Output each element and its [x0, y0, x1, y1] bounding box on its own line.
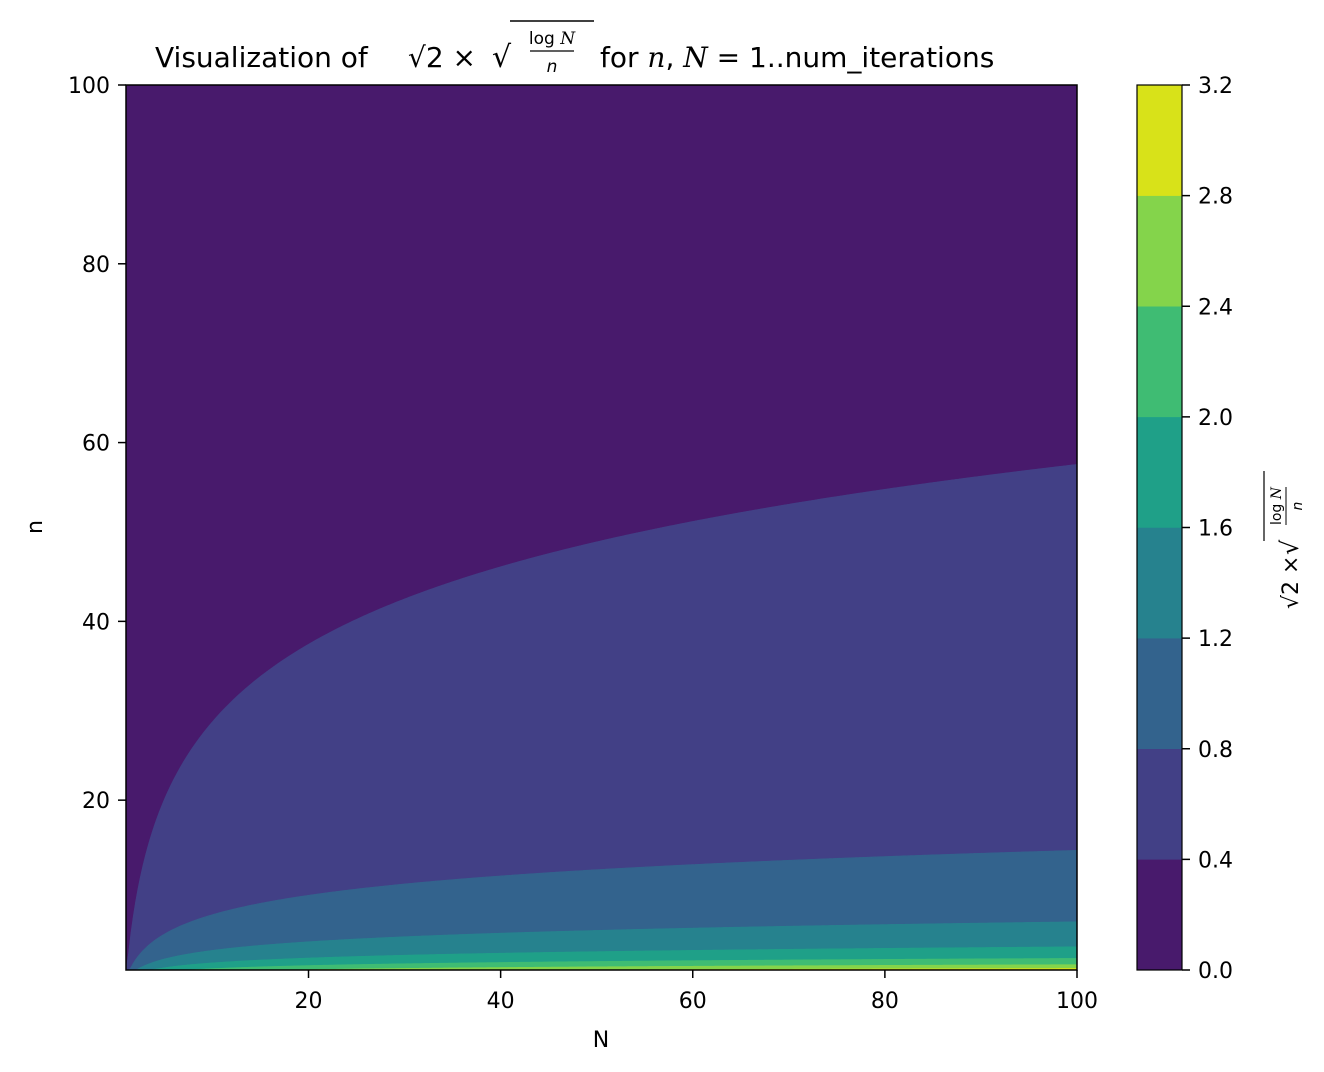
y-axis-label: n — [23, 520, 48, 534]
colorbar-tick-label: 0.0 — [1198, 959, 1233, 984]
colorbar-label-frac-den: n — [1290, 502, 1306, 511]
colorbar-label: √2 × √ log N n — [1263, 471, 1306, 609]
y-tick-label: 60 — [82, 432, 110, 457]
x-tick-label: 40 — [487, 989, 515, 1014]
colorbar-label-sqrt-sign: √ — [1276, 539, 1304, 555]
colorbar-segment — [1136, 306, 1183, 418]
contour-band — [126, 964, 1077, 970]
title-frac-num: log N — [529, 29, 576, 49]
x-tick-label: 100 — [1056, 989, 1098, 1014]
y-axis: 20 40 60 80 100 — [68, 74, 126, 814]
y-tick-label: 40 — [82, 610, 110, 635]
y-tick-label: 100 — [68, 74, 110, 99]
colorbar-tick-label: 3.2 — [1198, 74, 1233, 99]
colorbar-tick-label: 2.4 — [1198, 295, 1233, 320]
colorbar-segment — [1136, 748, 1183, 860]
x-tick-label: 80 — [871, 989, 899, 1014]
title-suffix: for n, N = 1..num_iterations — [600, 41, 994, 74]
colorbar-tick-label: 1.2 — [1198, 627, 1233, 652]
contour-fill — [126, 85, 1077, 970]
colorbar-tick-label: 0.4 — [1198, 848, 1233, 873]
colorbar-label-frac-num: log N — [1269, 486, 1285, 525]
colorbar-segment — [1136, 416, 1183, 528]
colorbar-segment — [1136, 527, 1183, 639]
colorbar-tick-label: 2.8 — [1198, 185, 1233, 210]
chart-title: Visualization of √2 × √ log N n for n, N… — [155, 20, 994, 77]
y-tick-label: 80 — [82, 253, 110, 278]
colorbar-segment — [1136, 859, 1183, 971]
colorbar-segment — [1136, 195, 1183, 307]
x-axis-label: N — [593, 1028, 609, 1053]
title-sqrt-sign: √ — [492, 40, 512, 75]
colorbar — [1136, 84, 1183, 971]
colorbar-segment — [1136, 637, 1183, 749]
colorbar-tick-label: 2.0 — [1198, 406, 1233, 431]
colorbar-segment — [1136, 84, 1183, 196]
colorbar-ticks: 0.0 0.4 0.8 1.2 1.6 2.0 2.4 2.8 3.2 — [1182, 74, 1233, 984]
colorbar-label-sqrt-two: √2 × — [1279, 556, 1304, 609]
title-sqrt-two: √2 × — [408, 41, 476, 74]
title-formula: √2 × √ log N n — [408, 20, 594, 77]
plot-frame — [125, 84, 1078, 971]
title-frac-den: n — [547, 57, 558, 77]
x-tick-label: 20 — [295, 989, 323, 1014]
colorbar-tick-label: 0.8 — [1198, 738, 1233, 763]
colorbar-tick-label: 1.6 — [1198, 517, 1233, 542]
x-axis: 20 40 60 80 100 — [295, 970, 1098, 1014]
x-tick-label: 60 — [679, 989, 707, 1014]
title-prefix: Visualization of — [155, 41, 369, 74]
y-tick-label: 20 — [82, 789, 110, 814]
